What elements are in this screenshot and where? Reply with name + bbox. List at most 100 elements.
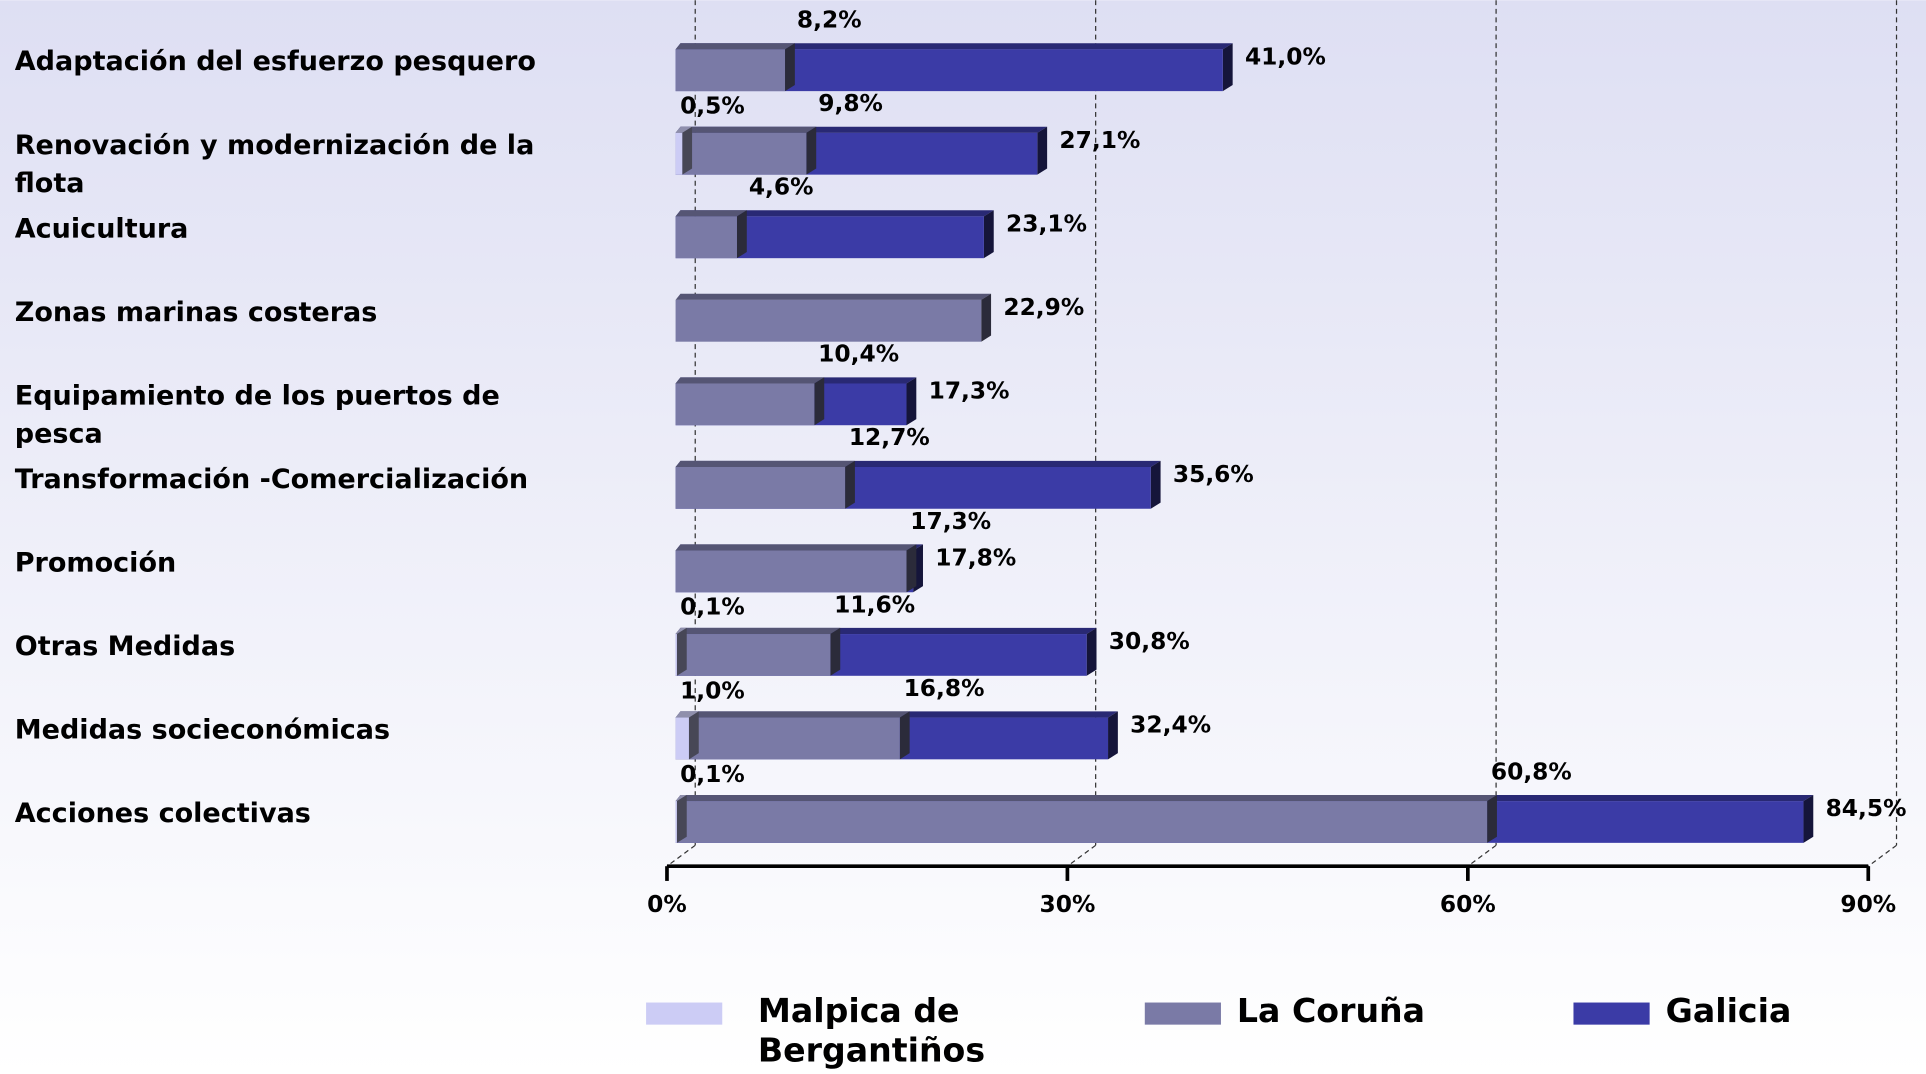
category-label-box: Promoción [14,548,177,579]
value-label: 27,1% [1059,126,1140,154]
legend-label-box: Galicia [1665,992,1792,1031]
bar-side [676,627,687,676]
value-label: 12,7% [849,423,930,451]
bar-top [675,544,917,551]
x-tick-label: 60% [1440,890,1496,918]
category-label-box: Transformación -Comercialización [14,464,529,496]
category-label: Otras Medidas [14,631,236,663]
bar [675,49,786,92]
bar-side [682,126,693,175]
grid-line [1467,844,1497,867]
bar-side [899,711,910,760]
bar-top [675,126,817,133]
bar [675,634,831,676]
value-label: 11,6% [834,590,915,618]
bar-side [806,126,817,175]
bar [675,717,689,760]
value-label: 8,2% [797,6,862,34]
legend-label: Galicia [1665,992,1792,1031]
legend-label-box: Malpica de Bergantiños [757,992,986,1071]
bar [675,132,683,175]
value-label: 0,5% [680,92,745,120]
bar-side [830,627,841,676]
bar [675,717,900,760]
value-label: 17,3% [910,507,991,535]
value-label: 1,0% [680,676,745,704]
bar-top [675,43,795,50]
legend-label: Malpica de Bergantiños [757,992,986,1071]
bar [675,132,807,175]
category-label: Promoción [14,548,177,579]
category-label: Equipamiento de los puertos de pesca [14,381,500,450]
category-label-box: Acciones colectivas [14,798,311,830]
bar-side [981,293,992,342]
bar-side [1803,794,1814,843]
value-label: 23,1% [1006,210,1087,238]
category-label: Acciones colectivas [14,798,311,830]
legend-label-box: La Coruña [1236,992,1426,1031]
bar-top [675,794,1497,802]
bar [675,216,737,259]
bar [675,299,982,342]
bar [675,634,677,676]
bar [675,550,907,593]
value-label: 4,6% [749,173,814,201]
value-label: 0,1% [680,760,745,788]
bar-top [675,293,992,300]
value-label: 16,8% [904,674,985,702]
x-tick-label: 30% [1039,890,1095,918]
bar [675,801,677,843]
value-label: 10,4% [818,340,899,368]
category-label-box: Renovación y modernización de la flota [14,130,535,200]
bar-side [906,377,917,426]
value-label: 17,8% [935,544,1016,572]
value-label: 9,8% [818,89,883,117]
category-label-box: Zonas marinas costeras [14,297,378,329]
bar-side [1150,460,1161,509]
bar-side [983,210,994,259]
value-label: 60,8% [1491,757,1572,785]
bar-top [675,377,825,384]
legend-swatch [1144,1002,1221,1025]
value-label: 32,4% [1130,711,1211,739]
category-label: Adaptación del esfuerzo pesquero [14,46,536,78]
bar-side [1037,126,1048,175]
category-label-box: Adaptación del esfuerzo pesquero [14,46,536,78]
bar-side [1086,627,1097,676]
bar-top [675,210,747,217]
bar-side [688,711,699,760]
bar-top [675,627,841,635]
category-label-box: Equipamiento de los puertos de pesca [14,381,500,450]
bar-top [675,126,693,133]
value-label: 35,6% [1173,460,1254,488]
bar [675,466,846,509]
bar-side [736,210,747,259]
bar [675,801,1488,843]
value-label: 17,3% [929,377,1010,405]
x-tick-label: 0% [647,890,687,918]
category-label-box: Otras Medidas [14,631,236,663]
bar-side [1108,711,1118,760]
value-label: 0,1% [680,593,745,621]
value-label: 22,9% [1003,293,1084,321]
bar [675,383,815,426]
bar-side [1487,794,1497,843]
bar-top [675,43,1233,50]
bar-side [1222,43,1233,92]
bar-top [675,460,855,467]
legend-swatch [1573,1002,1650,1025]
x-tick-label: 90% [1840,890,1896,918]
category-label: Zonas marinas costeras [14,297,378,329]
category-label: Renovación y modernización de la flota [14,130,535,200]
legend-label: La Coruña [1236,992,1426,1031]
grid-line [1067,844,1097,867]
value-label: 30,8% [1109,627,1190,655]
legend-swatch [646,1002,723,1025]
category-label-box: Medidas socieconómicas [15,715,390,746]
category-label: Transformación -Comercialización [14,464,529,496]
category-label-box: Acuicultura [15,214,189,245]
bar-side [814,377,825,426]
bar-side [906,544,917,593]
